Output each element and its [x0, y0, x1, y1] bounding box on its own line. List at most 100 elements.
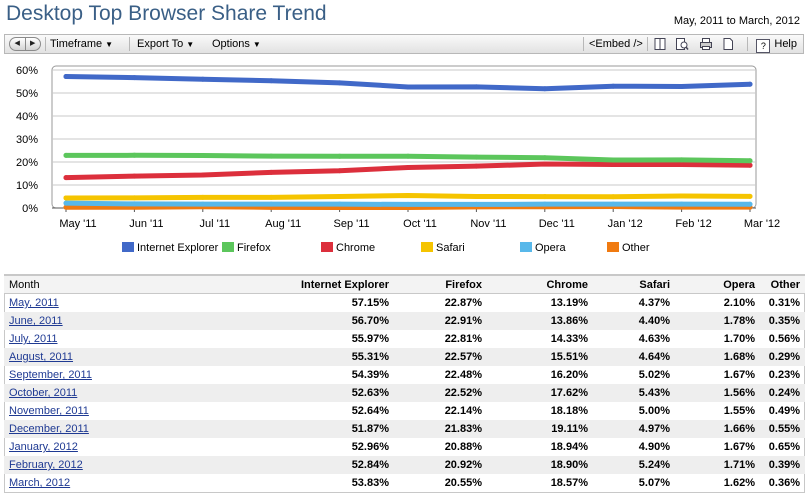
data-point[interactable] — [337, 80, 343, 86]
print-icon[interactable] — [699, 37, 713, 51]
value-cell: 2.10% — [723, 297, 755, 309]
data-point[interactable] — [131, 152, 137, 158]
data-point[interactable] — [610, 194, 616, 200]
data-point[interactable] — [747, 193, 753, 199]
data-point[interactable] — [200, 76, 206, 82]
data-point[interactable] — [747, 201, 753, 207]
month-link[interactable]: October, 2011 — [9, 387, 78, 399]
data-point[interactable] — [63, 204, 69, 210]
legend-item[interactable]: Safari — [421, 242, 465, 254]
month-link[interactable]: September, 2011 — [9, 369, 92, 381]
caret-down-icon: ▼ — [186, 40, 195, 49]
data-point[interactable] — [268, 78, 274, 84]
month-link[interactable]: July, 2011 — [9, 333, 58, 345]
data-point[interactable] — [268, 201, 274, 207]
toolbar-divider — [647, 37, 648, 51]
data-point[interactable] — [747, 81, 753, 87]
triangle-left-icon[interactable]: ◀ — [14, 40, 20, 47]
value-cell: 0.23% — [768, 369, 800, 381]
month-link[interactable]: June, 2011 — [9, 315, 63, 327]
month-link[interactable]: December, 2011 — [9, 423, 89, 435]
data-point[interactable] — [542, 194, 548, 200]
legend-item[interactable]: Opera — [520, 242, 566, 254]
table-header-row: Month Internet Explorer Firefox Chrome S… — [4, 275, 805, 294]
data-point[interactable] — [200, 194, 206, 200]
month-link[interactable]: May, 2011 — [9, 297, 59, 309]
search-report-icon[interactable] — [675, 37, 689, 51]
data-point[interactable] — [131, 201, 137, 207]
data-point[interactable] — [268, 194, 274, 200]
month-link[interactable]: March, 2012 — [9, 477, 71, 489]
month-cell: February, 2012 — [4, 456, 254, 474]
value-cell: 55.97% — [351, 333, 389, 345]
data-point[interactable] — [679, 193, 685, 199]
data-point[interactable] — [473, 84, 479, 90]
data-point[interactable] — [337, 201, 343, 207]
data-point[interactable] — [542, 86, 548, 92]
book-icon[interactable] — [653, 37, 667, 51]
data-point[interactable] — [405, 84, 411, 90]
value-cell: 52.64% — [351, 405, 389, 417]
help-button[interactable]: ? Help — [756, 38, 797, 53]
month-cell: September, 2011 — [4, 366, 254, 384]
data-point[interactable] — [679, 83, 685, 89]
timeframe-nav: ◀ ▶ — [9, 37, 41, 51]
data-point[interactable] — [200, 201, 206, 207]
legend-item[interactable]: Chrome — [321, 242, 375, 254]
legend-item[interactable]: Firefox — [222, 242, 271, 254]
data-point[interactable] — [337, 193, 343, 199]
month-link[interactable]: November, 2011 — [9, 405, 89, 417]
embed-button[interactable]: <Embed /> — [589, 38, 643, 50]
data-point[interactable] — [63, 200, 69, 206]
document-icon[interactable] — [721, 37, 735, 51]
data-point[interactable] — [63, 195, 69, 201]
data-point[interactable] — [63, 175, 69, 181]
value-cell: 0.35% — [760, 312, 805, 330]
legend-item[interactable]: Other — [607, 242, 650, 254]
data-point[interactable] — [131, 195, 137, 201]
legend-item[interactable]: Internet Explorer — [122, 242, 218, 254]
legend-swatch — [607, 242, 619, 252]
data-point[interactable] — [131, 173, 137, 179]
value-cell: 1.70% — [723, 333, 755, 345]
data-point[interactable] — [542, 201, 548, 207]
value-cell: 0.65% — [768, 441, 800, 453]
data-point[interactable] — [542, 161, 548, 167]
data-point[interactable] — [473, 201, 479, 207]
month-cell: March, 2012 — [4, 474, 254, 492]
data-point[interactable] — [63, 74, 69, 80]
data-point[interactable] — [610, 83, 616, 89]
value-cell: 1.62% — [723, 477, 755, 489]
data-point[interactable] — [473, 194, 479, 199]
data-point[interactable] — [268, 169, 274, 175]
data-point[interactable] — [337, 153, 343, 159]
data-point[interactable] — [200, 172, 206, 178]
data-point[interactable] — [63, 152, 69, 158]
data-point[interactable] — [268, 153, 274, 159]
data-point[interactable] — [747, 158, 753, 164]
data-point[interactable] — [337, 168, 343, 174]
data-point[interactable] — [747, 162, 753, 168]
data-point[interactable] — [200, 153, 206, 159]
month-link[interactable]: February, 2012 — [9, 459, 83, 471]
data-point[interactable] — [679, 162, 685, 168]
data-point[interactable] — [473, 154, 479, 160]
data-point[interactable] — [542, 155, 548, 161]
month-link[interactable]: August, 2011 — [9, 351, 74, 363]
data-point[interactable] — [131, 75, 137, 81]
data-point[interactable] — [473, 163, 479, 169]
data-point[interactable] — [405, 193, 411, 199]
data-point[interactable] — [610, 201, 616, 207]
data-point[interactable] — [405, 153, 411, 159]
data-point[interactable] — [405, 201, 411, 207]
data-point[interactable] — [679, 157, 685, 163]
month-link[interactable]: January, 2012 — [9, 441, 78, 453]
timeframe-menu[interactable]: Timeframe ▼ — [50, 38, 113, 50]
export-menu[interactable]: Export To ▼ — [137, 38, 194, 50]
data-point[interactable] — [610, 161, 616, 167]
data-point[interactable] — [405, 164, 411, 170]
options-menu[interactable]: Options ▼ — [212, 38, 261, 50]
data-point[interactable] — [610, 157, 616, 163]
triangle-right-icon[interactable]: ▶ — [24, 38, 41, 50]
data-point[interactable] — [679, 201, 685, 207]
